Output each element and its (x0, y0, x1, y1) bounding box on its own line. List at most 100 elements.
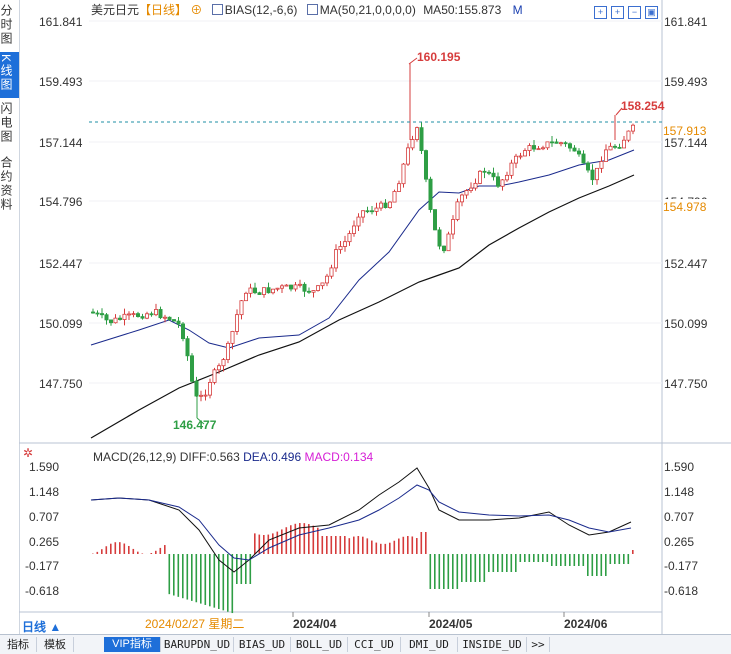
macd-bar (565, 554, 567, 566)
macd-bar (533, 554, 535, 562)
macd-bar (515, 554, 517, 572)
candle-body (312, 291, 315, 293)
period-label[interactable]: 【日线】 (139, 3, 187, 17)
macd-bar (520, 554, 522, 562)
side-tab-bar: 分时图 K线图 闪电图 合约资料 (0, 0, 20, 634)
candle-body (150, 314, 153, 315)
candle-body (541, 148, 544, 149)
macd-bar (443, 554, 445, 589)
macd-bar (475, 554, 477, 582)
zoom-out-icon[interactable]: − (628, 6, 641, 19)
tab-boll[interactable]: BOLL_UD (291, 637, 348, 652)
tab-vip-indicators[interactable]: VIP指标 (104, 637, 161, 652)
candle-body (258, 293, 261, 295)
crosshair-icon[interactable]: + (594, 6, 607, 19)
candle-body (424, 151, 427, 180)
candle-body (145, 314, 148, 318)
price-tick-right: 152.447 (664, 257, 708, 271)
candle-body (595, 168, 598, 179)
macd-bar (434, 554, 436, 589)
macd-bar (268, 535, 270, 554)
macd-bar (151, 553, 153, 554)
candle-body (348, 233, 351, 241)
bias-label[interactable]: BIAS(12,-6,6) (225, 3, 298, 17)
macd-bar (556, 554, 558, 566)
candle-body (366, 211, 369, 212)
candle-body (285, 285, 288, 286)
macd-settings-icon[interactable]: ✲ (23, 446, 33, 460)
tab-templates[interactable]: 模板 (37, 637, 74, 652)
macd-bar (502, 554, 504, 572)
kline-chart-svg[interactable]: 161.841 159.493 157.144 154.796 152.447 … (19, 0, 731, 634)
tab-barupdn[interactable]: BARUPDN_UD (161, 637, 234, 652)
time-label: 2024/04 (293, 617, 337, 631)
candle-body (384, 203, 387, 208)
macd-tick-right: 1.148 (664, 485, 694, 499)
candle-body (240, 301, 243, 315)
expand-icon[interactable]: ▣ (645, 6, 658, 19)
macd-bar (569, 554, 571, 566)
macd-bar (547, 554, 549, 562)
period-mode-label[interactable]: 日线 ▲ (22, 618, 61, 635)
candle-body (316, 286, 319, 291)
tab-indicators[interactable]: 指标 (0, 637, 37, 652)
macd-bar (128, 546, 130, 554)
side-tab-timeshare[interactable]: 分时图 (0, 4, 19, 46)
bias-settings-icon[interactable] (212, 4, 223, 15)
tab-more[interactable]: >> (527, 637, 550, 652)
candle-body (325, 276, 328, 283)
macd-bar (596, 554, 598, 576)
macd-bar (133, 549, 135, 554)
candle-body (123, 314, 126, 319)
candle-body (154, 309, 157, 314)
ma-settings-icon[interactable] (307, 4, 318, 15)
macd-bar (412, 536, 414, 554)
macd-bar (205, 554, 207, 605)
symbol-name: 美元日元 (91, 3, 139, 17)
macd-bar (178, 554, 180, 597)
tab-cci[interactable]: CCI_UD (348, 637, 401, 652)
side-tab-lightning[interactable]: 闪电图 (0, 102, 19, 144)
add-indicator-icon[interactable]: ⊕ (190, 3, 202, 17)
macd-bar (614, 554, 616, 564)
ma-label[interactable]: MA(50,21,0,0,0,0) (320, 3, 416, 17)
candle-body (186, 339, 189, 356)
macd-bar (119, 542, 121, 554)
macd-bar (623, 554, 625, 564)
macd-tick-right: 1.590 (664, 460, 694, 474)
macd-bar (227, 554, 229, 612)
macd-bar (371, 541, 373, 554)
macd-bar (191, 554, 193, 601)
candle-body (573, 148, 576, 151)
macd-bar (214, 554, 216, 608)
side-tab-label: 闪电图 (0, 102, 12, 144)
macd-title[interactable]: MACD(26,12,9) (93, 450, 176, 464)
kline-chart-area[interactable]: 161.841 159.493 157.144 154.796 152.447 … (19, 0, 731, 634)
tab-bias[interactable]: BIAS_UD (234, 637, 291, 652)
low-annotation: 146.477 (173, 418, 217, 432)
macd-bar (461, 554, 463, 582)
macd-bar (173, 554, 175, 596)
candle-body (280, 286, 283, 288)
candle-body (577, 151, 580, 154)
macd-bar (362, 537, 364, 554)
candle-body (564, 143, 567, 144)
macd-bar (592, 554, 594, 576)
tab-inside[interactable]: INSIDE_UD (458, 637, 527, 652)
macd-bar (155, 551, 157, 554)
side-tab-contract-info[interactable]: 合约资料 (0, 156, 19, 212)
m-label[interactable]: M (513, 3, 523, 17)
candle-body (375, 208, 378, 211)
macd-bar (452, 554, 454, 589)
candle-body (262, 288, 265, 295)
side-tab-kline[interactable]: K线图 (0, 52, 19, 98)
zoom-in-icon[interactable]: + (611, 6, 624, 19)
candle-body (532, 146, 535, 150)
candle-body (627, 131, 630, 140)
price-tick: 154.796 (39, 195, 83, 209)
macd-bar (137, 552, 139, 554)
tab-dmi[interactable]: DMI_UD (401, 637, 458, 652)
candle-body (447, 234, 450, 251)
ma-value-label: 154.978 (663, 200, 707, 214)
candle-body (163, 317, 166, 318)
